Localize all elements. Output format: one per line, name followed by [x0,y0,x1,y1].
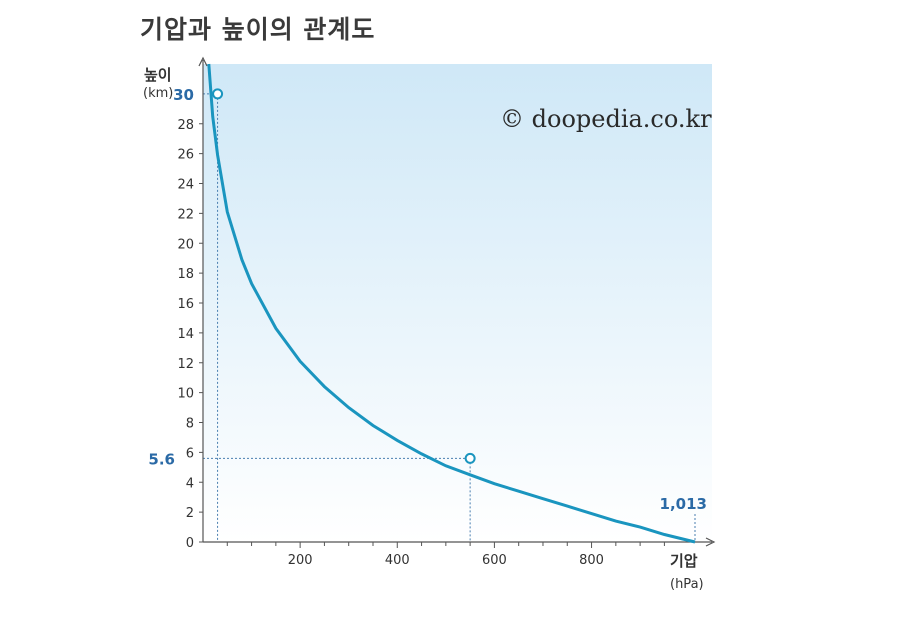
highlight-markers: 30 5.6 1,013 [148,86,707,513]
y-axis-arrow [198,56,208,67]
y-tick-label: 20 [177,237,194,252]
y-tick-label: 22 [177,207,194,222]
y-tick-label: 24 [177,178,194,193]
marker-5-6km [464,452,476,464]
y-tick-label: 16 [177,297,194,312]
y-tick-label: 14 [177,327,194,342]
y-tick-label: 0 [186,536,194,551]
y-axis-unit: (km) [143,86,173,101]
y-tick-label: 8 [186,417,194,432]
y-tick-label: 18 [177,267,194,282]
y-tick-label: 12 [177,357,194,372]
copyright-watermark: © doopedia.co.kr [500,105,712,133]
y-tick-label: 10 [177,387,194,402]
highlight-label-30: 30 [173,86,194,104]
marker-30km [212,88,224,100]
y-tick-label: 28 [177,118,194,133]
x-axis-label: 기압 [670,552,698,570]
y-tick-label: 2 [186,506,194,521]
chart-title: 기압과 높이의 관계도 [140,15,376,44]
x-axis-arrow [705,537,716,547]
y-tick-label: 4 [186,476,194,491]
x-axis-unit: (hPa) [670,577,704,592]
x-tick-label: 200 [288,553,313,568]
y-tick-label: 26 [177,148,194,163]
axes [198,56,716,547]
highlight-label-1013: 1,013 [660,495,707,513]
x-tick-label: 800 [579,553,604,568]
x-ticks: 200 400 600 800 [226,542,665,568]
x-tick-label: 400 [385,553,410,568]
highlight-label-5-6: 5.6 [148,450,175,468]
plot-background [203,64,712,542]
x-tick-label: 600 [482,553,507,568]
y-axis-label: 높이 [144,66,172,84]
y-tick-label: 6 [186,446,194,461]
pressure-height-curve [207,63,696,544]
